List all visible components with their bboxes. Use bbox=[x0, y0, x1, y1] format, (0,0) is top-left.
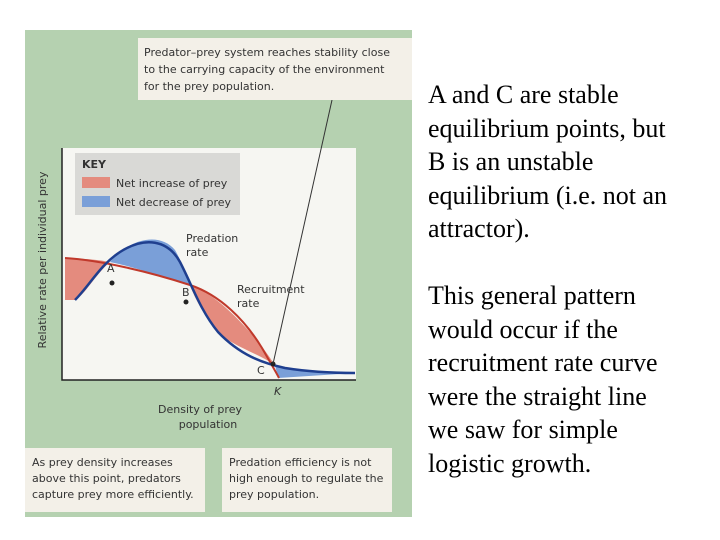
text-line: attractor). bbox=[428, 214, 530, 243]
text-line: logistic growth. bbox=[428, 448, 592, 478]
curve-label: rate bbox=[186, 246, 209, 259]
point-a bbox=[109, 280, 115, 286]
callout-text: Predator–prey system reaches stability c… bbox=[144, 46, 390, 59]
key-title: KEY bbox=[82, 158, 107, 171]
text-line: This general pattern bbox=[428, 281, 636, 310]
callout-text: capture prey more efficiently. bbox=[32, 488, 194, 501]
increase-region bbox=[65, 258, 110, 300]
callout-box bbox=[222, 448, 392, 512]
text-line: we saw for simple bbox=[428, 415, 618, 444]
paragraph: This general pattern would occur if the re… bbox=[428, 279, 658, 480]
curve-label: Recruitment bbox=[237, 283, 305, 296]
figure: Predator–prey system reaches stability c… bbox=[25, 30, 412, 517]
text-line: equilibrium (i.e. not an bbox=[428, 180, 668, 210]
recruitment-curve bbox=[64, 257, 280, 379]
key-swatch bbox=[82, 196, 110, 207]
text-line: would occur if the bbox=[428, 314, 618, 344]
text-line: were the straight line bbox=[428, 381, 647, 411]
predation-curve bbox=[74, 241, 356, 375]
callout-text: prey population. bbox=[229, 488, 319, 501]
callout-text: to the carrying capacity of the environm… bbox=[144, 63, 385, 76]
x-axis-label: Density of prey bbox=[158, 403, 242, 416]
text-line: A and C are stable bbox=[428, 80, 619, 109]
increase-region bbox=[190, 285, 275, 365]
callout-box bbox=[138, 38, 412, 100]
callout-text: above this point, predators bbox=[32, 472, 181, 485]
point-label: K bbox=[274, 385, 282, 398]
pointer-line bbox=[272, 99, 333, 365]
point-label: C bbox=[257, 364, 265, 377]
text-line: B is an unstable bbox=[428, 147, 594, 176]
axes bbox=[61, 148, 356, 381]
key-swatch bbox=[82, 177, 110, 188]
point-label: A bbox=[107, 262, 115, 275]
callout-text: Predation efficiency is not bbox=[229, 456, 372, 469]
curve-label: rate bbox=[237, 297, 260, 310]
callout-text: for the prey population. bbox=[144, 80, 274, 93]
paragraph: A and C are stable equilibrium points, bu… bbox=[428, 78, 667, 246]
text-line: recruitment rate curve bbox=[428, 348, 658, 377]
x-axis-label: population bbox=[179, 418, 238, 431]
curve-label: Predation bbox=[186, 232, 238, 245]
key-item: Net decrease of prey bbox=[116, 196, 232, 209]
text-line: equilibrium points, but bbox=[428, 113, 666, 143]
y-axis-label: Relative rate per individual prey bbox=[36, 171, 49, 348]
callout-text: high enough to regulate the bbox=[229, 472, 384, 485]
key-item: Net increase of prey bbox=[116, 177, 228, 190]
callout-box bbox=[25, 448, 205, 512]
point-b bbox=[183, 299, 189, 305]
point-label: B bbox=[182, 286, 190, 299]
callout-text: As prey density increases bbox=[32, 456, 173, 469]
